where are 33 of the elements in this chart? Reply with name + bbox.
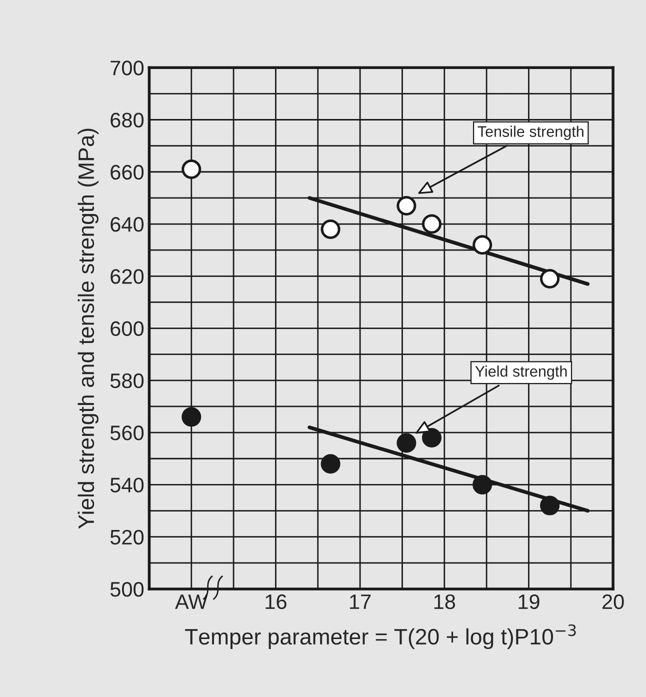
point — [320, 454, 340, 474]
y-tick-label: 660 — [110, 164, 144, 180]
x-axis-title: Temper parameter = T(20 + log t)P10$^{−3}$ — [185, 624, 576, 650]
point — [472, 235, 492, 255]
point — [472, 474, 492, 494]
point — [182, 160, 202, 180]
x-tick-label: 18 — [434, 594, 456, 610]
point — [422, 214, 442, 234]
y-tick-label: 620 — [110, 269, 144, 284]
y-tick-label: 600 — [110, 321, 144, 336]
point — [396, 196, 416, 216]
y-tick-label: 700 — [110, 60, 144, 76]
y-tick-label: 520 — [110, 530, 144, 545]
y-tick-label: 500 — [110, 582, 144, 597]
point — [540, 496, 560, 516]
annotation: Tensile strength — [478, 126, 584, 140]
point — [396, 433, 416, 453]
x-tick-label: AW — [175, 594, 208, 609]
y-tick-label: 640 — [110, 217, 144, 232]
x-tick-label: 20 — [602, 594, 624, 610]
y-tick-label: 580 — [110, 373, 144, 388]
point — [320, 219, 340, 239]
x-tick-label: 16 — [266, 594, 286, 610]
x-tick-label: 19 — [518, 594, 540, 610]
x-tick-label: 17 — [350, 594, 371, 609]
y-axis-title: Yield strength and tensile strength (MPa) — [78, 128, 98, 529]
point — [540, 269, 560, 289]
y-tick-label: 680 — [110, 112, 144, 128]
y-tick-label: 540 — [110, 478, 144, 492]
point — [182, 407, 202, 427]
point — [422, 428, 442, 448]
y-tick-label: 560 — [110, 426, 144, 440]
annotation: Yield strength — [475, 366, 567, 380]
